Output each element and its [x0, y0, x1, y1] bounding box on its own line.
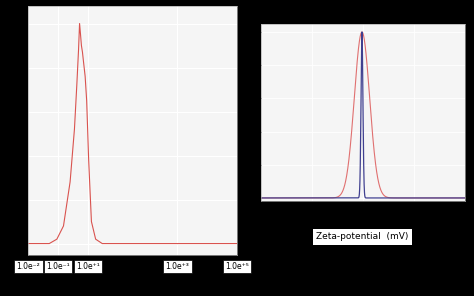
- Text: Zeta-potential  (mV): Zeta-potential (mV): [317, 232, 409, 241]
- Text: 1.0e⁺⁵: 1.0e⁺⁵: [225, 262, 249, 271]
- Text: 1.0e⁺³: 1.0e⁺³: [165, 262, 189, 271]
- Text: 1.0e⁻²: 1.0e⁻²: [17, 262, 40, 271]
- Text: 1.0e⁺¹: 1.0e⁺¹: [76, 262, 100, 271]
- Text: 1.0e⁻¹: 1.0e⁻¹: [46, 262, 70, 271]
